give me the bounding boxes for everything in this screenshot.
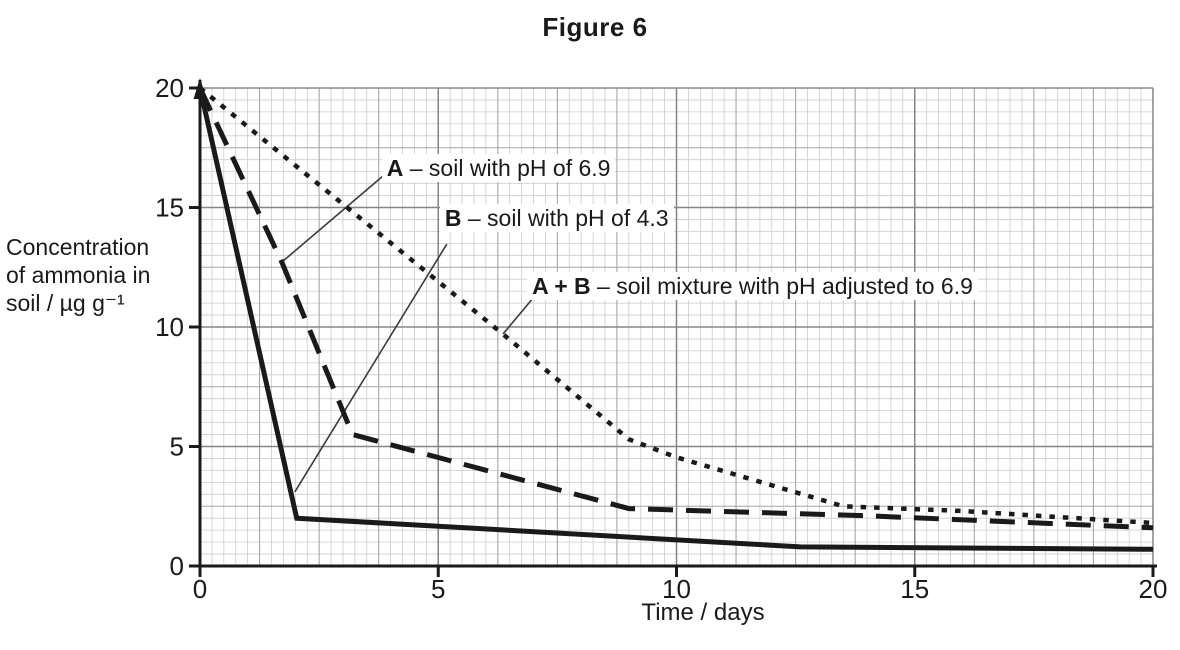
series-b-line	[197, 87, 1154, 552]
x-axis-title: Time / days	[641, 599, 765, 626]
x-tick-label: 5	[431, 574, 445, 604]
tick-marks: 0 5 10 15 20 0 5 10 15 20	[155, 73, 1167, 604]
y-tick-label: 10	[155, 312, 184, 342]
annotation-series-a-text: – soil with pH of 6.9	[409, 155, 611, 182]
annotation-series-a-plus-b-text: – soil mixture with pH adjusted to 6.9	[597, 272, 973, 299]
x-tick-label: 15	[900, 574, 929, 604]
x-tick-label: 0	[193, 574, 207, 604]
annotation-series-a-plus-b-key: A + B	[532, 272, 591, 299]
x-tick-label: 20	[1139, 574, 1168, 604]
annotation-series-b-text: – soil with pH of 4.3	[467, 205, 669, 232]
annotation-series-a-key: A	[386, 155, 404, 182]
y-axis-title-line2: of ammonia in	[6, 262, 151, 288]
y-tick-label: 0	[170, 551, 184, 581]
annotation-series-b: B – soil with pH of 4.3	[439, 204, 674, 233]
figure-title: Figure 6	[542, 12, 648, 42]
y-tick-label: 15	[155, 193, 184, 223]
annotation-series-a-plus-b: A + B – soil mixture with pH adjusted to…	[527, 271, 978, 300]
y-axis-title-line3: soil / µg g⁻¹	[6, 290, 125, 316]
series-curves	[197, 86, 1154, 552]
leader-line-1	[294, 243, 448, 493]
y-tick-label: 5	[170, 432, 184, 462]
y-axis-title-line1: Concentration	[6, 234, 150, 260]
grid	[199, 87, 1154, 567]
x-tick-label: 10	[662, 574, 691, 604]
y-axis-title: Concentration of ammonia in soil / µg g⁻…	[6, 233, 150, 317]
annotation-series-a: A – soil with pH of 6.9	[381, 154, 616, 183]
leader-line-0	[281, 175, 384, 263]
series-a-line	[197, 86, 1154, 531]
y-tick-label: 20	[155, 73, 184, 103]
annotation-series-b-key: B	[444, 205, 462, 232]
